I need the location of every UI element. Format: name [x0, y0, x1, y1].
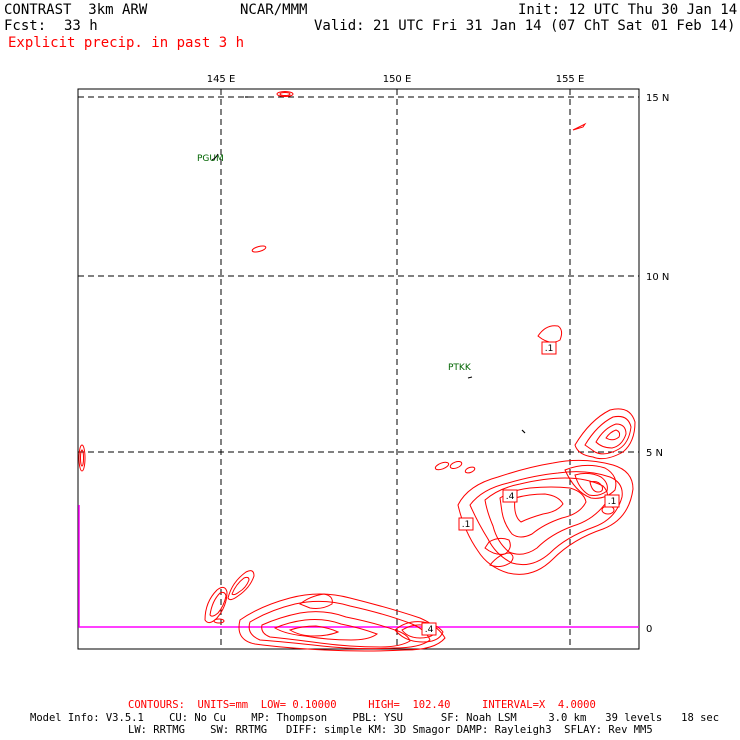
contour-label: .4 — [506, 492, 515, 502]
precip-cell — [276, 91, 294, 97]
precip-cell — [469, 471, 623, 566]
map-frame — [77, 88, 640, 650]
precip-cell — [499, 486, 587, 538]
contour-label-box — [458, 517, 474, 531]
lat-lon-grid — [78, 89, 639, 649]
precip-cell — [80, 449, 84, 467]
precip-cell — [564, 464, 617, 499]
contour-label-box — [502, 489, 518, 503]
station-ptkk: PTKK — [448, 363, 472, 373]
precip-cell — [273, 619, 379, 641]
lat-label-10n: 10 N — [646, 272, 669, 283]
precip-cell — [209, 591, 227, 617]
contour-label: .1 — [462, 520, 471, 530]
precip-cell — [213, 618, 225, 624]
init-time: Init: 12 UTC Thu 30 Jan 14 — [518, 2, 738, 18]
chuuk-coastline — [467, 376, 473, 379]
station-pgum: PGUM — [197, 154, 224, 164]
lat-label-5n: 5 N — [646, 448, 663, 459]
precip-cell — [434, 461, 450, 471]
contour-label-box — [541, 341, 557, 355]
precip-cell — [484, 477, 609, 555]
guam-coastline — [211, 153, 219, 161]
contour-label: .1 — [545, 344, 554, 354]
precip-cell — [204, 586, 228, 624]
precip-cell — [589, 481, 603, 493]
precip-cell — [457, 459, 634, 575]
model-info-line-1: Model Info: V3.5.1 CU: No Cu MP: Thompso… — [30, 712, 720, 724]
precip-cell — [238, 593, 446, 652]
contour-label: .1 — [608, 497, 617, 507]
model-title: CONTRAST 3km ARW — [4, 2, 148, 18]
model-info-line-2: LW: RRTMG SW: RRTMG DIFF: simple KM: 3D … — [128, 724, 653, 736]
lon-label-150e: 150 E — [383, 74, 412, 85]
contour-label-box — [604, 494, 620, 508]
precip-cell — [394, 621, 444, 643]
lat-label-15n: 15 N — [646, 93, 669, 104]
precip-cell — [231, 576, 250, 596]
precip-cell — [572, 122, 587, 131]
precip-cell — [574, 472, 608, 496]
precip-cell — [288, 625, 340, 637]
precip-cell — [261, 611, 411, 648]
precip-contours — [78, 91, 636, 652]
precip-cell — [248, 600, 431, 650]
precip-cell — [279, 92, 291, 96]
precip-cell — [464, 466, 476, 474]
precip-cell — [537, 325, 563, 343]
precip-cell — [514, 493, 564, 523]
precip-cell — [299, 593, 333, 609]
forecast-hours: 33 h — [64, 18, 98, 34]
precip-cell — [449, 461, 463, 469]
precip-cell — [574, 408, 636, 460]
domain-boundary — [78, 505, 639, 628]
precip-cell — [489, 552, 514, 568]
precip-cell — [605, 429, 621, 441]
center-label: NCAR/MMM — [240, 2, 308, 18]
valid-time: Valid: 21 UTC Fri 31 Jan 14 (07 ChT Sat … — [314, 18, 736, 34]
lon-label-155e: 155 E — [556, 74, 585, 85]
field-title: Explicit precip. in past 3 h — [8, 35, 245, 51]
precip-cell — [227, 570, 255, 601]
island-mark — [521, 429, 526, 434]
lon-label-145e: 145 E — [207, 74, 236, 85]
contour-info: CONTOURS: UNITS=mm LOW= 0.10000 HIGH= 10… — [128, 699, 596, 711]
forecast-label: Fcst: — [4, 18, 47, 34]
contour-label-box — [421, 622, 437, 636]
precip-cell — [251, 245, 267, 253]
precip-cell — [584, 416, 632, 455]
contour-label: .4 — [425, 625, 434, 635]
contour-labels: .1 .4 .1 .1 .4 — [421, 341, 620, 636]
lat-label-equator: 0 — [646, 624, 652, 635]
precip-cell — [484, 537, 511, 555]
precip-cell — [595, 423, 627, 449]
precip-cell — [78, 444, 86, 472]
